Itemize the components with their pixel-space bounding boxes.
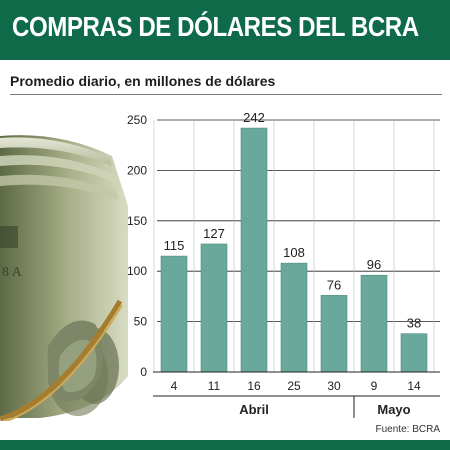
bar (200, 243, 228, 373)
title-bar: COMPRAS DE DÓLARES DEL BCRA (0, 0, 450, 60)
group-label: Abril (239, 402, 269, 417)
banknote-roll-illustration: 8 A (0, 135, 128, 421)
data-label: 127 (203, 226, 225, 241)
footer-bar (0, 440, 450, 450)
source-note: Fuente: BCRA (375, 424, 440, 435)
chart-subtitle: Promedio diario, en millones de dólares (10, 73, 276, 89)
subtitle-divider (10, 94, 442, 95)
bar (320, 295, 348, 373)
x-tick-label: 14 (407, 379, 421, 393)
x-tick-label: 4 (171, 379, 178, 393)
data-label: 38 (407, 316, 421, 331)
y-tick-label: 250 (127, 113, 147, 127)
data-label: 76 (327, 277, 341, 292)
y-tick-label: 200 (127, 163, 147, 177)
y-tick-label: 50 (134, 315, 148, 329)
bar (160, 255, 188, 373)
data-label: 115 (164, 238, 185, 253)
bar (360, 274, 388, 373)
data-label: 96 (367, 257, 381, 272)
y-tick-label: 150 (127, 214, 147, 228)
y-tick-label: 0 (140, 365, 147, 379)
x-tick-label: 16 (247, 379, 261, 393)
bar (240, 127, 268, 373)
x-tick-label: 30 (327, 379, 341, 393)
bar (400, 333, 428, 373)
x-tick-label: 9 (371, 379, 378, 393)
page-title: COMPRAS DE DÓLARES DEL BCRA (12, 11, 419, 42)
group-label: Mayo (377, 402, 410, 417)
bar (280, 262, 308, 373)
y-tick-label: 100 (127, 264, 147, 278)
svg-text:8 A: 8 A (2, 265, 23, 280)
data-label: 108 (283, 245, 305, 260)
x-tick-label: 25 (287, 379, 301, 393)
data-label: 242 (243, 110, 265, 125)
x-tick-label: 11 (208, 379, 221, 393)
